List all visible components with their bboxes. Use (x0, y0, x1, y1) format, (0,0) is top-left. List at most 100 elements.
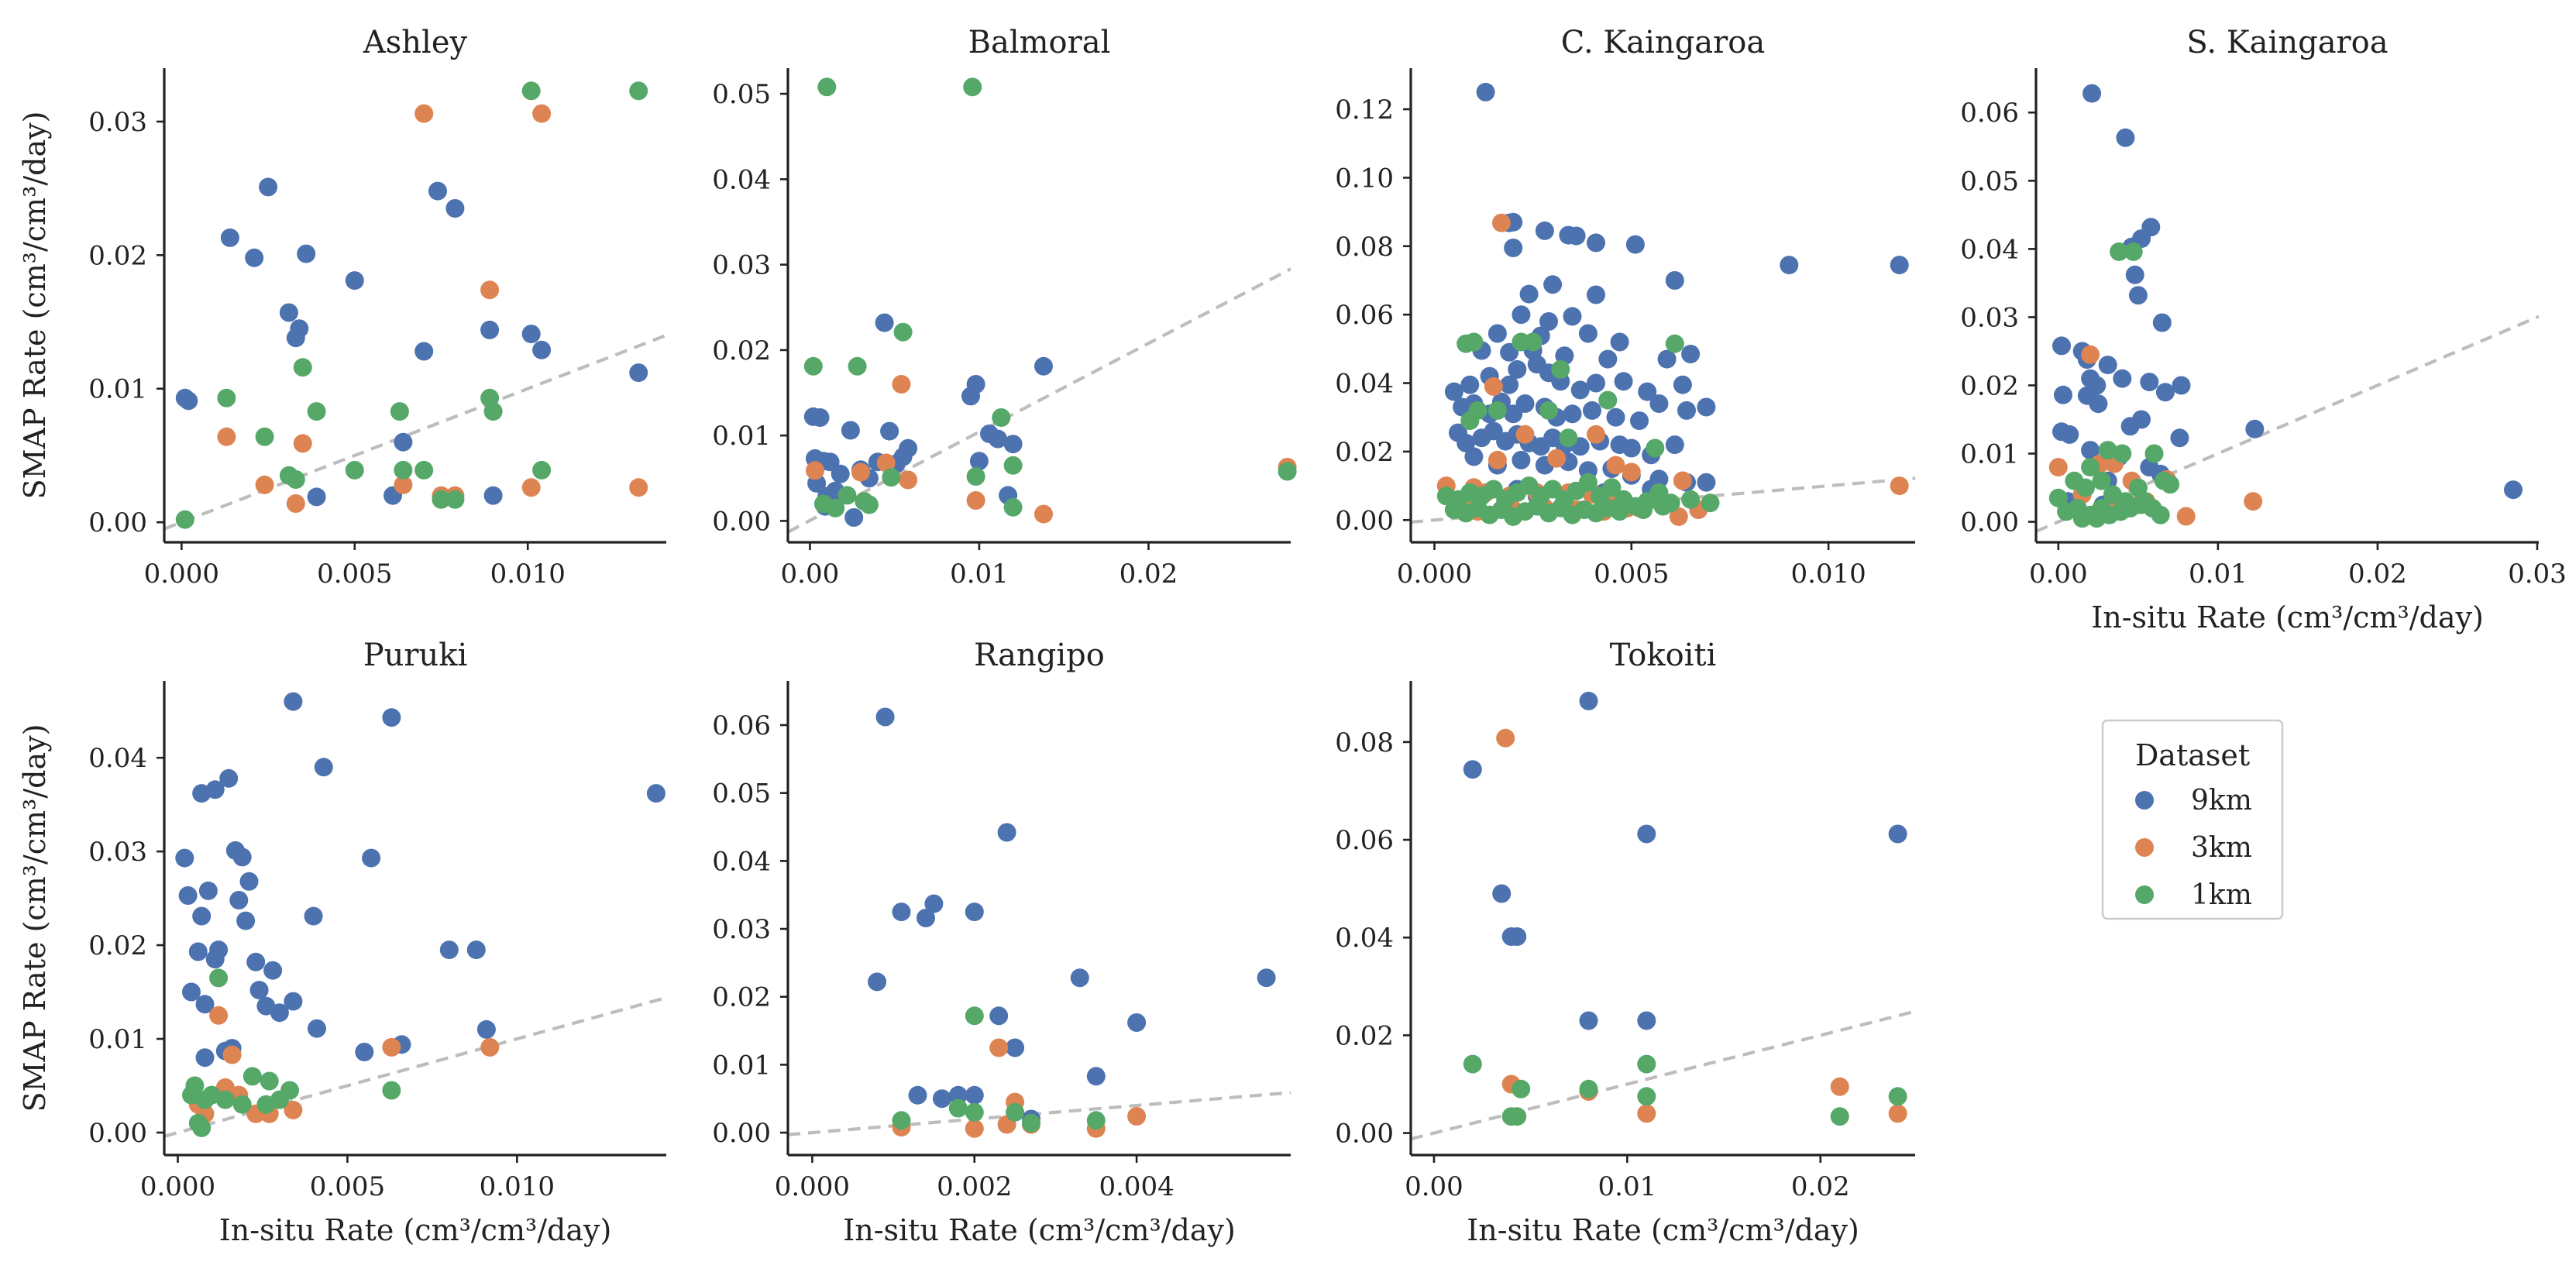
point-9km (249, 981, 269, 1000)
point-1km (260, 1071, 279, 1091)
point-1km (1006, 1102, 1025, 1122)
point-3km (255, 475, 274, 494)
point-1km (2161, 475, 2180, 494)
point-9km (1665, 435, 1684, 455)
point-1km (1665, 334, 1684, 353)
point-9km (892, 903, 911, 922)
point-1km (1508, 1107, 1527, 1126)
point-9km (2054, 385, 2072, 404)
x-tick-label: 0.00 (781, 559, 840, 590)
point-3km (966, 491, 985, 510)
point-9km (989, 429, 1007, 449)
point-1km (445, 490, 465, 509)
point-1km (1559, 428, 1578, 448)
point-1km (175, 510, 194, 529)
point-9km (188, 942, 208, 961)
point-1km (1681, 490, 1701, 509)
point-1km (1653, 497, 1673, 516)
y-tick-label: 0.02 (88, 930, 147, 961)
point-3km (286, 494, 305, 513)
point-9km (178, 886, 198, 905)
point-3km (1830, 1077, 1849, 1096)
y-tick-label: 0.02 (1960, 370, 2019, 401)
series-9km-c-kaingaroa (1444, 82, 1909, 506)
y-tick-label: 0.01 (1960, 439, 2019, 470)
point-1km (1086, 1111, 1106, 1130)
point-9km (1086, 1067, 1106, 1086)
x-tick-label: 0.000 (1397, 559, 1472, 590)
legend-label-9km: 9km (2191, 785, 2252, 817)
x-tick-label: 0.02 (2348, 559, 2407, 590)
point-9km (382, 708, 401, 727)
point-9km (290, 319, 309, 339)
point-9km (2082, 84, 2102, 103)
point-1km (280, 1081, 299, 1100)
point-9km (2089, 394, 2108, 414)
point-9km (532, 340, 552, 359)
x-tick-label: 0.01 (1598, 1171, 1657, 1202)
x-tick-label: 0.005 (1594, 559, 1669, 590)
y-tick-label: 0.06 (1335, 300, 1394, 331)
point-1km (965, 1006, 984, 1026)
point-9km (932, 1089, 951, 1109)
subplot-title-rangipo: Rangipo (974, 638, 1105, 673)
reference-line-rangipo (787, 1091, 1291, 1136)
point-1km (2110, 242, 2129, 261)
point-9km (1500, 375, 1519, 394)
point-3km (532, 104, 552, 123)
point-9km (1681, 345, 1701, 363)
point-3km (521, 478, 541, 497)
point-9km (1512, 450, 1531, 469)
y-tick-label: 0.00 (88, 507, 147, 538)
subplot-title-puruki: Puruki (363, 638, 468, 673)
point-9km (1649, 394, 1669, 413)
x-tick-label: 0.002 (937, 1171, 1012, 1202)
series-1km-rangipo (892, 1006, 1106, 1133)
point-1km (2151, 505, 2170, 524)
legend-label-1km: 1km (2191, 879, 2252, 911)
point-9km (1587, 373, 1605, 393)
point-9km (2052, 336, 2071, 356)
legend-marker-3km (2135, 838, 2154, 857)
y-tick-label: 0.00 (1335, 1119, 1394, 1150)
point-9km (297, 244, 316, 263)
subplot-rangipo: Rangipo 0.000 0.002 0.004 0.00 0.01 0.02 0.03 0.… (712, 638, 1291, 1247)
point-9km (841, 421, 860, 440)
y-tick-label: 0.06 (712, 710, 771, 741)
point-1km (255, 427, 274, 446)
point-9km (2081, 441, 2100, 460)
series-9km-ashley (175, 177, 648, 507)
point-1km (1637, 1054, 1656, 1074)
legend-item-1km: 1km (2135, 879, 2252, 911)
y-tick-label: 0.00 (1335, 505, 1394, 536)
point-9km (1476, 82, 1495, 101)
legend-title: Dataset (2135, 738, 2250, 772)
point-9km (284, 692, 303, 711)
point-9km (1673, 375, 1692, 394)
point-9km (263, 961, 283, 980)
legend-frame (2101, 719, 2284, 920)
point-1km (1464, 332, 1484, 352)
point-1km (390, 402, 409, 421)
point-9km (414, 342, 434, 361)
point-9km (2120, 417, 2140, 436)
point-9km (1463, 760, 1482, 779)
point-9km (270, 1003, 289, 1023)
point-9km (1570, 380, 1590, 400)
point-9km (2116, 128, 2135, 147)
x-tick-label: 0.02 (1791, 1171, 1850, 1202)
point-9km (2098, 356, 2117, 375)
point-1km (892, 1111, 911, 1130)
x-tick-label: 0.010 (490, 559, 566, 590)
point-3km (1496, 728, 1515, 748)
x-tick-label: 0.004 (1099, 1171, 1174, 1202)
point-1km (242, 1067, 262, 1086)
point-9km (810, 408, 830, 427)
point-3km (2176, 507, 2196, 526)
y-tick-label: 0.04 (1335, 369, 1394, 400)
y-tick-label: 0.00 (712, 506, 771, 537)
point-9km (1606, 407, 1625, 427)
point-9km (1070, 968, 1089, 988)
point-1km (2048, 488, 2068, 507)
